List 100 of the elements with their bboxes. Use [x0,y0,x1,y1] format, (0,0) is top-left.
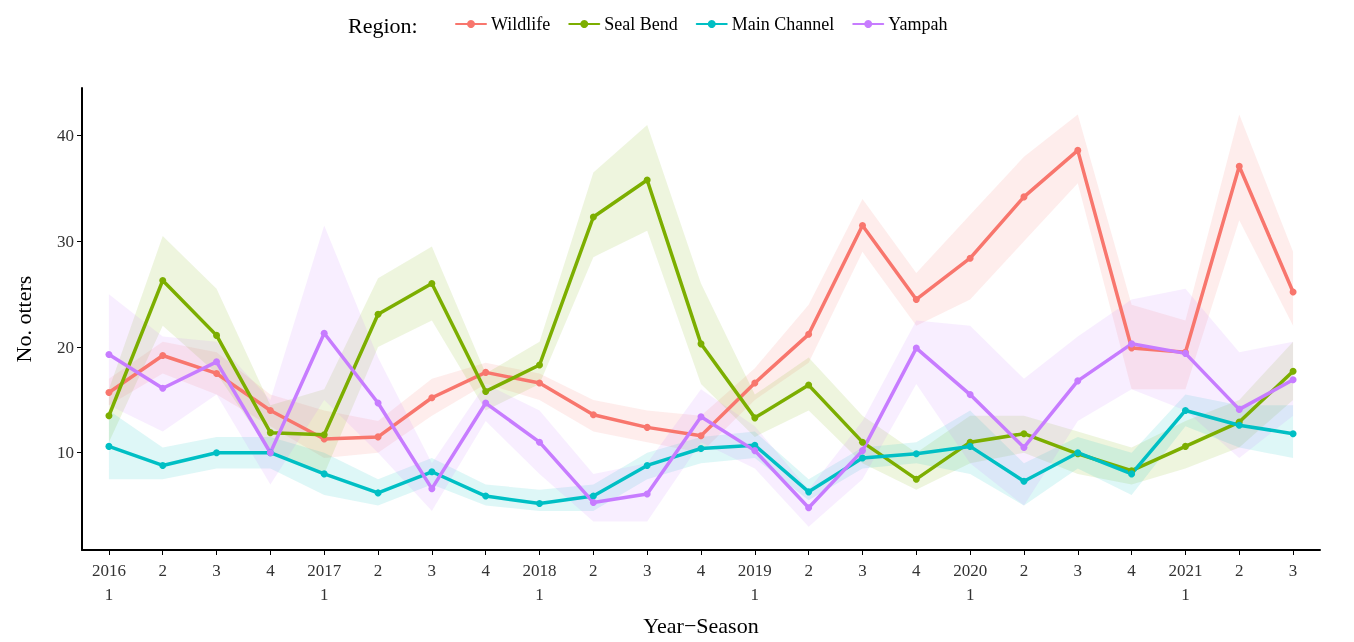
point [105,350,113,358]
x-tick-label: 4 [1127,560,1137,580]
point [643,490,651,498]
point [697,445,705,453]
point [751,379,759,387]
point [428,394,436,402]
point [213,331,221,339]
y-tick-label: 30 [57,231,74,251]
point [105,388,113,396]
x-tick-label: 4 [696,560,706,580]
point [482,368,490,376]
point [213,449,221,457]
point [589,498,597,506]
point [213,358,221,366]
point [589,213,597,221]
point [858,221,866,229]
point [643,423,651,431]
point [536,379,544,387]
x-tick-label: 3 [1288,560,1298,580]
point [805,330,813,338]
point [805,504,813,512]
point [1074,377,1082,385]
point [697,413,705,421]
point [1235,162,1243,170]
point [589,492,597,500]
x-tick-label: 4 [912,560,922,580]
point [966,254,974,262]
point [1020,477,1028,485]
x-tick-label: 3 [858,560,867,580]
x-tick-label: 2020 1 [953,560,988,604]
point [1289,376,1297,384]
x-tick-label: 2021 1 [1168,560,1203,604]
x-tick-label: 3 [1073,560,1083,580]
point [1289,367,1297,375]
point [159,461,167,469]
point [536,438,544,446]
point [428,280,436,288]
legend-label: Wildlife [491,14,551,34]
x-tick-label: 4 [266,560,276,580]
point [482,492,490,500]
point [858,447,866,455]
point [1235,405,1243,413]
x-tick-label: 3 [212,560,221,580]
point [159,351,167,359]
x-axis-title: Year−Season [643,612,759,638]
point [1128,340,1136,348]
x-tick-label: 2 [158,560,167,580]
point [536,361,544,369]
point [589,411,597,419]
legend-label: Yampah [888,14,948,34]
point [643,176,651,184]
x-tick-label: 2 [373,560,383,580]
point [266,429,274,437]
y-tick-label: 10 [57,443,74,463]
point [643,461,651,469]
x-tick-label: 4 [481,560,491,580]
point [1020,430,1028,438]
point [428,468,436,476]
x-tick-label: 3 [642,560,652,580]
point [751,414,759,422]
point [320,329,328,337]
legend-label: Seal Bend [604,14,678,34]
point [1074,146,1082,154]
point [105,442,113,450]
point [428,485,436,493]
x-tick-label: 3 [427,560,437,580]
x-tick-label: 2 [1019,560,1029,580]
point [805,381,813,389]
point [1181,406,1189,414]
x-tick-label: 2 [804,560,813,580]
point [805,488,813,496]
point [858,438,866,446]
point [1181,442,1189,450]
point [320,431,328,439]
x-tick-label: 2019 1 [737,560,772,604]
point [482,399,490,407]
point [159,276,167,284]
point [912,344,920,352]
point [858,454,866,462]
point [1289,430,1297,438]
point [374,310,382,318]
point [912,475,920,483]
point [320,470,328,478]
x-tick-label: 2 [589,560,598,580]
legend-label: Main Channel [731,14,835,34]
point [966,391,974,399]
point [105,412,113,420]
point [536,499,544,507]
x-tick-label: 2018 1 [522,560,557,604]
y-axis-title: No. otters [10,275,36,363]
x-tick-label: 2017 1 [307,560,342,604]
point [1020,443,1028,451]
point [697,432,705,440]
y-tick-label: 40 [57,126,74,146]
point [159,384,167,392]
point [482,387,490,395]
point [912,295,920,303]
point [266,406,274,414]
point [213,369,221,377]
point [751,447,759,455]
